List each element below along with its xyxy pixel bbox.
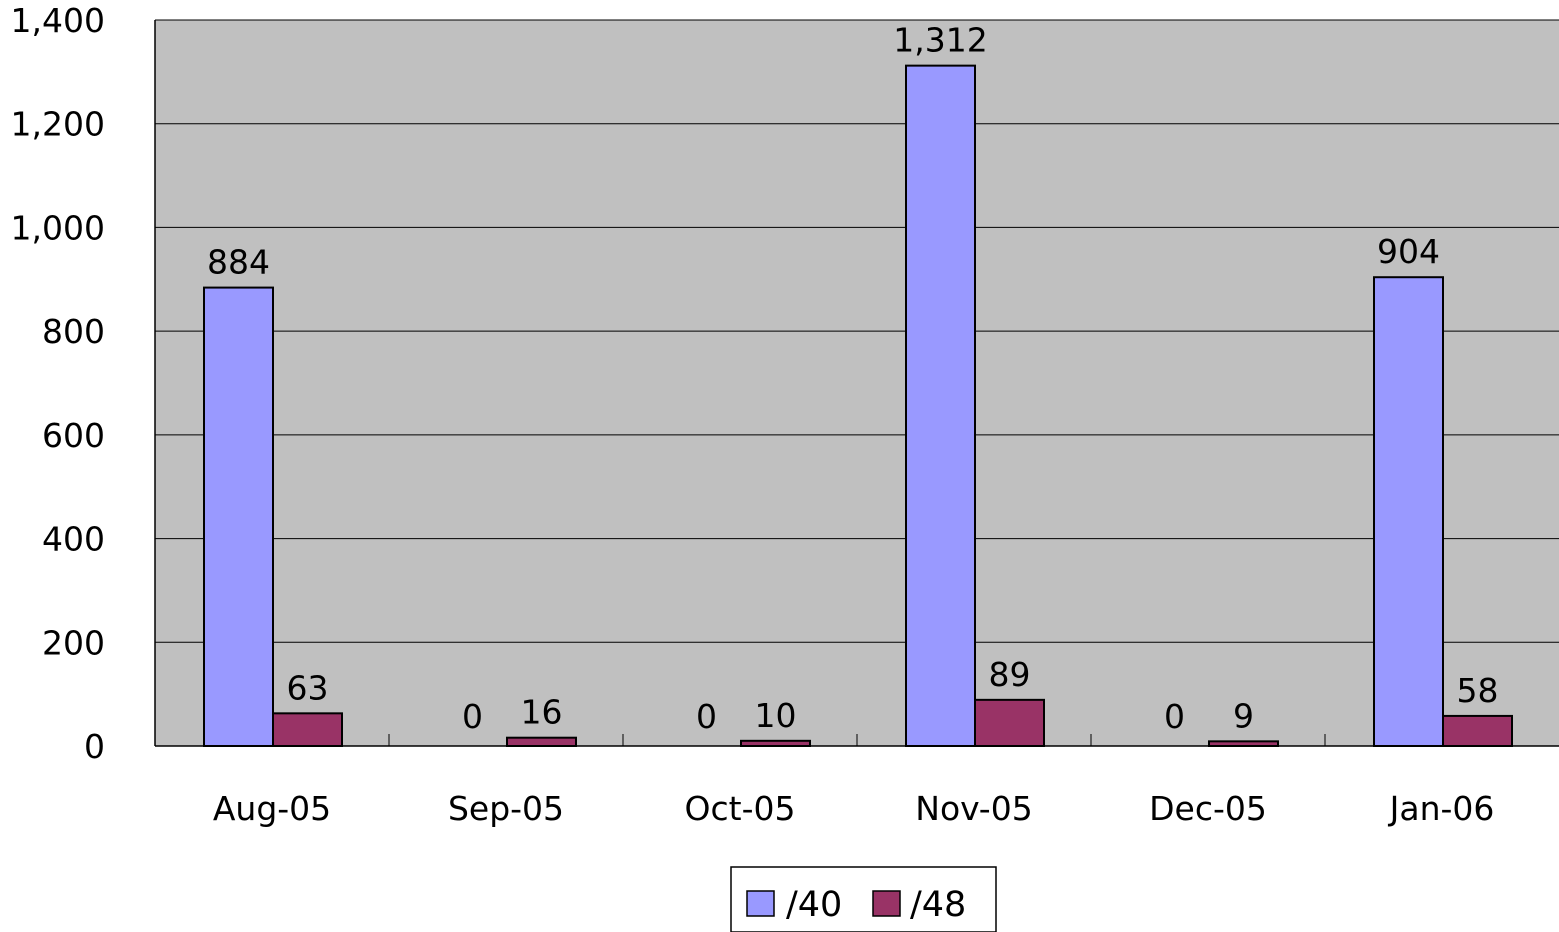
- y-tick-label-1000: 1,000: [11, 208, 105, 247]
- bar-series-48-Aug-05: [272, 712, 343, 748]
- bar-series-48-Nov-05: [974, 698, 1045, 748]
- y-tick-label-200: 200: [42, 623, 105, 662]
- bar-series-48-Sep-05: [506, 736, 577, 748]
- legend-label-series-48: /48: [910, 885, 966, 925]
- legend: /40 /48: [730, 866, 997, 932]
- x-category-label-Jan-06: Jan-06: [1388, 789, 1495, 828]
- y-tick-label-1400: 1,400: [11, 1, 105, 40]
- bar-series-48-Jan-06: [1442, 714, 1513, 747]
- bar-series-40-Nov-05: [905, 64, 976, 748]
- bar-series-48-Oct-05: [740, 739, 811, 747]
- legend-label-series-40: /40: [786, 885, 842, 925]
- bar-series-40-Jan-06: [1373, 276, 1444, 747]
- data-labels: 884 63 0 16 0 10 1,312 89 0 9 904 58: [207, 21, 1499, 736]
- gridlines: [155, 19, 1559, 643]
- y-tick-label-800: 800: [42, 312, 105, 351]
- data-label-series-48-Jan-06: 58: [1457, 671, 1499, 710]
- data-label-series-40-Aug-05: 884: [207, 243, 270, 282]
- bars: [203, 64, 1513, 748]
- y-tick-label-600: 600: [42, 416, 105, 455]
- y-tick-label-1200: 1,200: [11, 105, 105, 144]
- data-label-series-48-Oct-05: 10: [755, 696, 797, 735]
- legend-box: [730, 866, 997, 932]
- legend-swatch-series-48: [872, 890, 901, 917]
- data-label-series-48-Aug-05: 63: [287, 668, 329, 707]
- data-label-series-48-Nov-05: 89: [989, 655, 1031, 694]
- data-label-series-40-Nov-05: 1,312: [893, 21, 987, 60]
- bar-series-40-Aug-05: [203, 286, 274, 747]
- plot-area: [155, 20, 1559, 746]
- y-tick-label-400: 400: [42, 520, 105, 559]
- data-label-series-40-Sep-05: 0: [462, 697, 483, 736]
- x-category-label-Sep-05: Sep-05: [448, 789, 564, 828]
- data-label-series-48-Dec-05: 9: [1233, 696, 1254, 735]
- x-category-label-Aug-05: Aug-05: [213, 789, 331, 828]
- y-tick-label-0: 0: [84, 727, 105, 766]
- legend-swatch-series-40: [746, 890, 775, 917]
- y-axis-tick-labels: 0 200 400 600 800 1,000 1,200 1,400: [11, 1, 105, 766]
- x-category-label-Nov-05: Nov-05: [915, 789, 1032, 828]
- data-label-series-40-Jan-06: 904: [1377, 232, 1440, 271]
- x-category-label-Oct-05: Oct-05: [685, 789, 796, 828]
- data-label-series-48-Sep-05: 16: [521, 693, 563, 732]
- x-category-label-Dec-05: Dec-05: [1149, 789, 1267, 828]
- x-axis-tick-marks: [388, 734, 1326, 746]
- data-label-series-40-Oct-05: 0: [696, 697, 717, 736]
- x-axis-category-labels: Aug-05 Sep-05 Oct-05 Nov-05 Dec-05 Jan-06: [213, 789, 1495, 828]
- data-label-series-40-Dec-05: 0: [1164, 697, 1185, 736]
